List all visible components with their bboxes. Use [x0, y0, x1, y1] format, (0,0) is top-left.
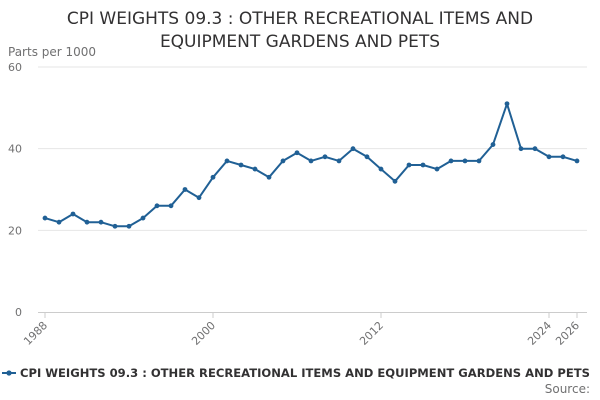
data-point[interactable] — [434, 166, 440, 172]
x-tick-label: 2024 — [525, 319, 554, 348]
data-point[interactable] — [84, 219, 90, 225]
legend[interactable]: CPI WEIGHTS 09.3 : OTHER RECREATIONAL IT… — [2, 366, 590, 380]
axes: 0 20 40 60 1988 2000 2012 2024 2026 — [8, 61, 587, 348]
y-tick-label: 60 — [8, 61, 22, 74]
data-point[interactable] — [322, 154, 328, 160]
data-point[interactable] — [336, 158, 342, 164]
legend-label: CPI WEIGHTS 09.3 : OTHER RECREATIONAL IT… — [20, 366, 590, 380]
legend-swatch-marker — [6, 370, 12, 376]
data-point[interactable] — [266, 174, 272, 180]
data-point[interactable] — [196, 195, 202, 201]
data-point[interactable] — [420, 162, 426, 168]
data-point[interactable] — [98, 219, 104, 225]
data-point[interactable] — [504, 101, 510, 107]
chart-title: CPI WEIGHTS 09.3 : OTHER RECREATIONAL IT… — [0, 8, 600, 54]
data-point[interactable] — [280, 158, 286, 164]
data-point[interactable] — [448, 158, 454, 164]
data-point[interactable] — [126, 223, 132, 229]
data-point[interactable] — [294, 150, 300, 156]
data-point[interactable] — [252, 166, 258, 172]
x-tick-label: 2012 — [357, 319, 386, 348]
x-tick-label: 2000 — [189, 319, 218, 348]
data-point[interactable] — [560, 154, 566, 160]
data-point[interactable] — [154, 203, 160, 209]
x-tick-label: 1988 — [21, 319, 50, 348]
data-point[interactable] — [112, 223, 118, 229]
data-point[interactable] — [392, 178, 398, 184]
x-tick-label: 2026 — [553, 319, 582, 348]
data-point[interactable] — [168, 203, 174, 209]
data-point[interactable] — [574, 158, 580, 164]
data-point[interactable] — [224, 158, 230, 164]
y-tick-label: 40 — [8, 143, 22, 156]
data-point[interactable] — [378, 166, 384, 172]
data-point[interactable] — [182, 187, 188, 192]
grid-lines — [38, 66, 587, 231]
data-point[interactable] — [490, 142, 496, 147]
data-point[interactable] — [476, 158, 482, 164]
data-point[interactable] — [350, 146, 356, 152]
series-layer — [42, 101, 580, 229]
data-point[interactable] — [238, 162, 244, 168]
data-point[interactable] — [406, 162, 412, 168]
data-point[interactable] — [462, 158, 468, 164]
data-point[interactable] — [56, 219, 62, 225]
series-line — [44, 102, 578, 228]
data-point[interactable] — [532, 146, 538, 152]
y-tick-label: 20 — [8, 224, 22, 237]
data-point[interactable] — [518, 146, 524, 152]
chart-title-line-2: EQUIPMENT GARDENS AND PETS — [159, 32, 441, 52]
data-point[interactable] — [308, 158, 314, 164]
data-point[interactable] — [70, 211, 76, 217]
chart-title-line-1: CPI WEIGHTS 09.3 : OTHER RECREATIONAL IT… — [66, 9, 534, 29]
source-label: Source: — [545, 382, 590, 396]
data-point[interactable] — [210, 174, 216, 180]
data-point[interactable] — [546, 154, 552, 160]
data-point[interactable] — [140, 215, 146, 221]
data-point[interactable] — [364, 154, 370, 160]
y-axis-label: Parts per 1000 — [8, 45, 96, 59]
y-tick-label: 0 — [15, 306, 22, 319]
data-point[interactable] — [42, 215, 48, 221]
